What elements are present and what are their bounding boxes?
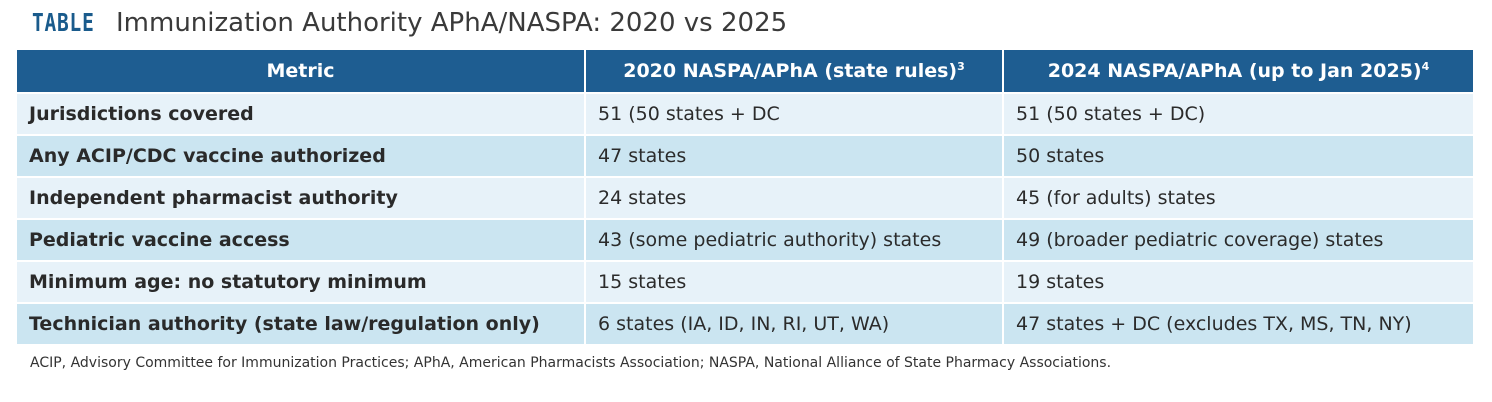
value-2024-cell: 49 (broader pediatric coverage) states xyxy=(1002,218,1473,261)
metric-cell: Jurisdictions covered xyxy=(17,92,585,135)
value-2024-cell: 50 states xyxy=(1002,134,1473,177)
table-footnote: ACIP, Advisory Committee for Immunizatio… xyxy=(30,355,1112,371)
value-2024-cell: 47 states + DC (excludes TX, MS, TN, NY) xyxy=(1002,302,1473,344)
value-2020-cell: 47 states xyxy=(584,134,1003,177)
table-row: Independent pharmacist authority 24 stat… xyxy=(17,176,1473,219)
metric-cell: Any ACIP/CDC vaccine authorized xyxy=(17,134,585,177)
value-2020-cell: 51 (50 states + DC xyxy=(584,92,1003,135)
table-row: Any ACIP/CDC vaccine authorized 47 state… xyxy=(17,134,1473,177)
metric-cell: Minimum age: no statutory minimum xyxy=(17,260,585,303)
value-2024-cell: 45 (for adults) states xyxy=(1002,176,1473,219)
table-row: Jurisdictions covered 51 (50 states + DC… xyxy=(17,92,1473,135)
immunization-table: Metric 2020 NASPA/APhA (state rules)3 20… xyxy=(17,50,1473,344)
value-2024-cell: 19 states xyxy=(1002,260,1473,303)
page-title: Immunization Authority APhA/NASPA: 2020 … xyxy=(116,8,788,38)
table-row: Technician authority (state law/regulati… xyxy=(17,302,1473,344)
table-title-row: TABLE Immunization Authority APhA/NASPA:… xyxy=(32,8,787,44)
value-2020-cell: 43 (some pediatric authority) states xyxy=(584,218,1003,261)
table-row: Minimum age: no statutory minimum 15 sta… xyxy=(17,260,1473,303)
table-row: Pediatric vaccine access 43 (some pediat… xyxy=(17,218,1473,261)
metric-cell: Independent pharmacist authority xyxy=(17,176,585,219)
table-label: TABLE xyxy=(32,8,95,37)
value-2020-cell: 15 states xyxy=(584,260,1003,303)
metric-cell: Technician authority (state law/regulati… xyxy=(17,302,585,344)
column-header-2020: 2020 NASPA/APhA (state rules)3 xyxy=(584,50,1003,93)
value-2020-cell: 24 states xyxy=(584,176,1003,219)
value-2024-cell: 51 (50 states + DC) xyxy=(1002,92,1473,135)
column-header-metric: Metric xyxy=(17,50,585,93)
metric-cell: Pediatric vaccine access xyxy=(17,218,585,261)
value-2020-cell: 6 states (IA, ID, IN, RI, UT, WA) xyxy=(584,302,1003,344)
table-header-row: Metric 2020 NASPA/APhA (state rules)3 20… xyxy=(17,50,1473,93)
column-header-2024: 2024 NASPA/APhA (up to Jan 2025)4 xyxy=(1002,50,1473,93)
